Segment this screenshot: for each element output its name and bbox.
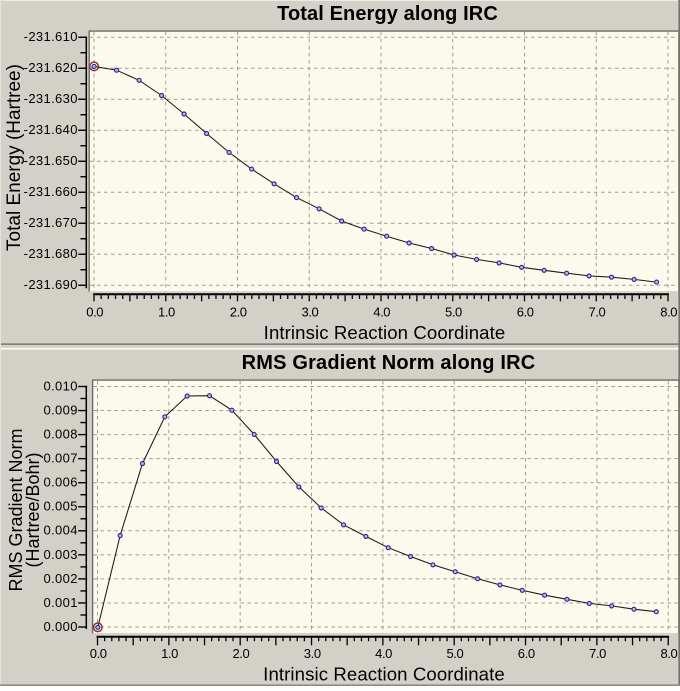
- svg-text:RMS Gradient Norm along IRC: RMS Gradient Norm along IRC: [242, 352, 536, 374]
- svg-text:-231.660: -231.660: [24, 184, 78, 199]
- svg-text:0.001: 0.001: [44, 595, 78, 610]
- svg-text:Intrinsic Reaction Coordinate: Intrinsic Reaction Coordinate: [263, 664, 505, 685]
- svg-text:3.0: 3.0: [304, 646, 321, 661]
- svg-text:4.0: 4.0: [373, 305, 390, 320]
- svg-text:6.0: 6.0: [518, 646, 535, 661]
- svg-text:1.0: 1.0: [161, 646, 178, 661]
- svg-text:Total Energy (Hartree): Total Energy (Hartree): [4, 64, 25, 251]
- svg-text:0.004: 0.004: [44, 523, 78, 538]
- svg-text:-231.610: -231.610: [24, 29, 78, 44]
- svg-text:Intrinsic Reaction Coordinate: Intrinsic Reaction Coordinate: [264, 322, 506, 343]
- svg-text:RMS Gradient Norm(Hartree/Bohr: RMS Gradient Norm(Hartree/Bohr): [6, 428, 43, 591]
- svg-text:-231.630: -231.630: [24, 91, 78, 106]
- svg-text:7.0: 7.0: [589, 646, 606, 661]
- svg-text:3.0: 3.0: [302, 305, 319, 320]
- svg-text:4.0: 4.0: [375, 646, 392, 661]
- svg-text:Total Energy along IRC: Total Energy along IRC: [277, 3, 498, 25]
- svg-text:0.002: 0.002: [44, 571, 78, 586]
- svg-text:-231.690: -231.690: [24, 277, 78, 292]
- svg-text:2.0: 2.0: [230, 305, 247, 320]
- svg-text:-231.640: -231.640: [24, 122, 78, 137]
- svg-text:7.0: 7.0: [589, 305, 606, 320]
- svg-text:-231.650: -231.650: [24, 153, 78, 168]
- svg-text:0.003: 0.003: [44, 547, 78, 562]
- svg-text:5.0: 5.0: [445, 305, 462, 320]
- svg-text:5.0: 5.0: [446, 646, 463, 661]
- svg-text:0.007: 0.007: [44, 451, 78, 466]
- svg-text:-231.670: -231.670: [24, 215, 78, 230]
- svg-text:0.0: 0.0: [86, 305, 103, 320]
- svg-text:8.0: 8.0: [660, 305, 677, 320]
- svg-text:0.0: 0.0: [90, 646, 107, 661]
- svg-text:0.010: 0.010: [44, 378, 78, 393]
- svg-text:0.009: 0.009: [44, 402, 78, 417]
- svg-text:2.0: 2.0: [232, 646, 249, 661]
- svg-text:-231.620: -231.620: [24, 60, 78, 75]
- svg-text:0.000: 0.000: [44, 619, 78, 634]
- svg-text:-231.680: -231.680: [24, 246, 78, 261]
- svg-text:8.0: 8.0: [660, 646, 677, 661]
- svg-text:1.0: 1.0: [158, 305, 175, 320]
- svg-text:0.005: 0.005: [44, 499, 78, 514]
- svg-text:0.008: 0.008: [44, 427, 78, 442]
- svg-text:6.0: 6.0: [517, 305, 534, 320]
- svg-text:0.006: 0.006: [44, 475, 78, 490]
